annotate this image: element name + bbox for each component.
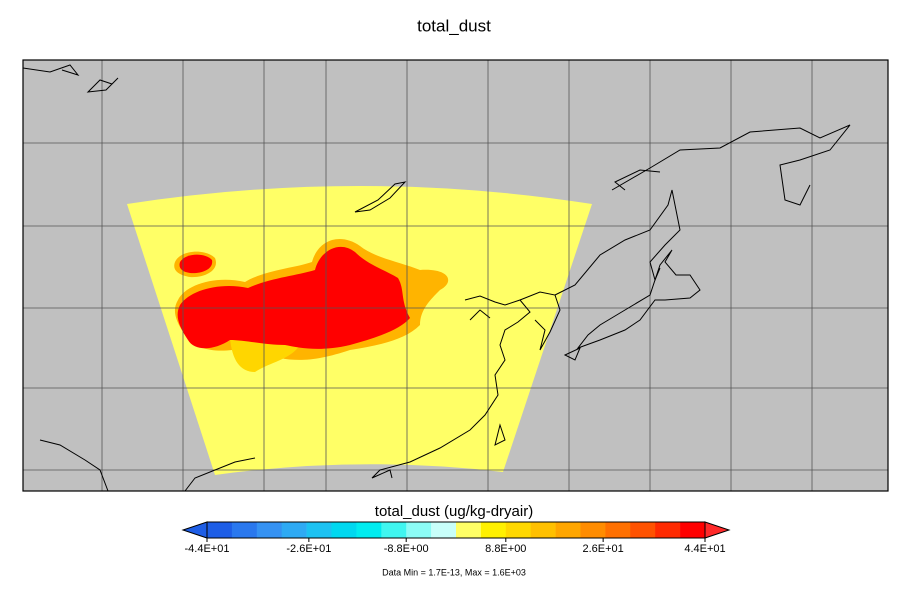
colorbar-segment: [381, 522, 407, 538]
colorbar-segment: [356, 522, 382, 538]
colorbar-segment: [231, 522, 258, 538]
colorbar-tick-label: -2.6E+01: [286, 543, 331, 555]
colorbar-over-arrow: [704, 521, 731, 539]
colorbar-tick-label: -4.4E+01: [185, 543, 230, 555]
colorbar-segment: [331, 522, 357, 538]
colorbar-under-arrow: [181, 521, 208, 539]
colorbar-segment: [406, 522, 432, 538]
colorbar-segment: [306, 522, 332, 538]
map-panel: [22, 59, 889, 492]
title: total_dust: [417, 16, 491, 35]
map-frame: [22, 59, 889, 492]
colorbar-segment: [207, 522, 233, 538]
colorbar-segment: [431, 522, 457, 538]
coastlines: [22, 64, 851, 492]
colorbar-label: total_dust (ug/kg-dryair): [375, 503, 533, 520]
colorbar: -4.4E+01 -2.6E+01 -8.8E+00 8.8E+00 2.6E+01 4.…: [181, 521, 731, 555]
colorbar-frame: [206, 521, 706, 539]
colorbar-segment: [480, 522, 507, 538]
colorbar-segment: [505, 522, 531, 538]
colorbar-segment: [655, 522, 681, 538]
grid: [23, 60, 888, 491]
colorbar-segment: [256, 522, 282, 538]
colorbar-segment: [680, 522, 706, 538]
dust-plume-core: [179, 254, 213, 274]
colorbar-tick-label: 4.4E+01: [684, 543, 725, 555]
colorbar-segment: [580, 522, 606, 538]
colorbar-segment: [605, 522, 631, 538]
colorbar-tick-label: -8.8E+00: [384, 543, 429, 555]
colorbar-segment: [630, 522, 656, 538]
dust-plume-core: [177, 246, 410, 349]
colorbar-tick-label: 8.8E+00: [485, 543, 526, 555]
colorbar-segment: [555, 522, 581, 538]
colorbar-segment: [281, 522, 307, 538]
colorbar-tick-label: 2.6E+01: [582, 543, 623, 555]
footer-note: Data Min = 1.7E-13, Max = 1.6E+03: [382, 567, 526, 577]
colorbar-segment: [456, 522, 482, 538]
colorbar-segment: [530, 522, 556, 538]
